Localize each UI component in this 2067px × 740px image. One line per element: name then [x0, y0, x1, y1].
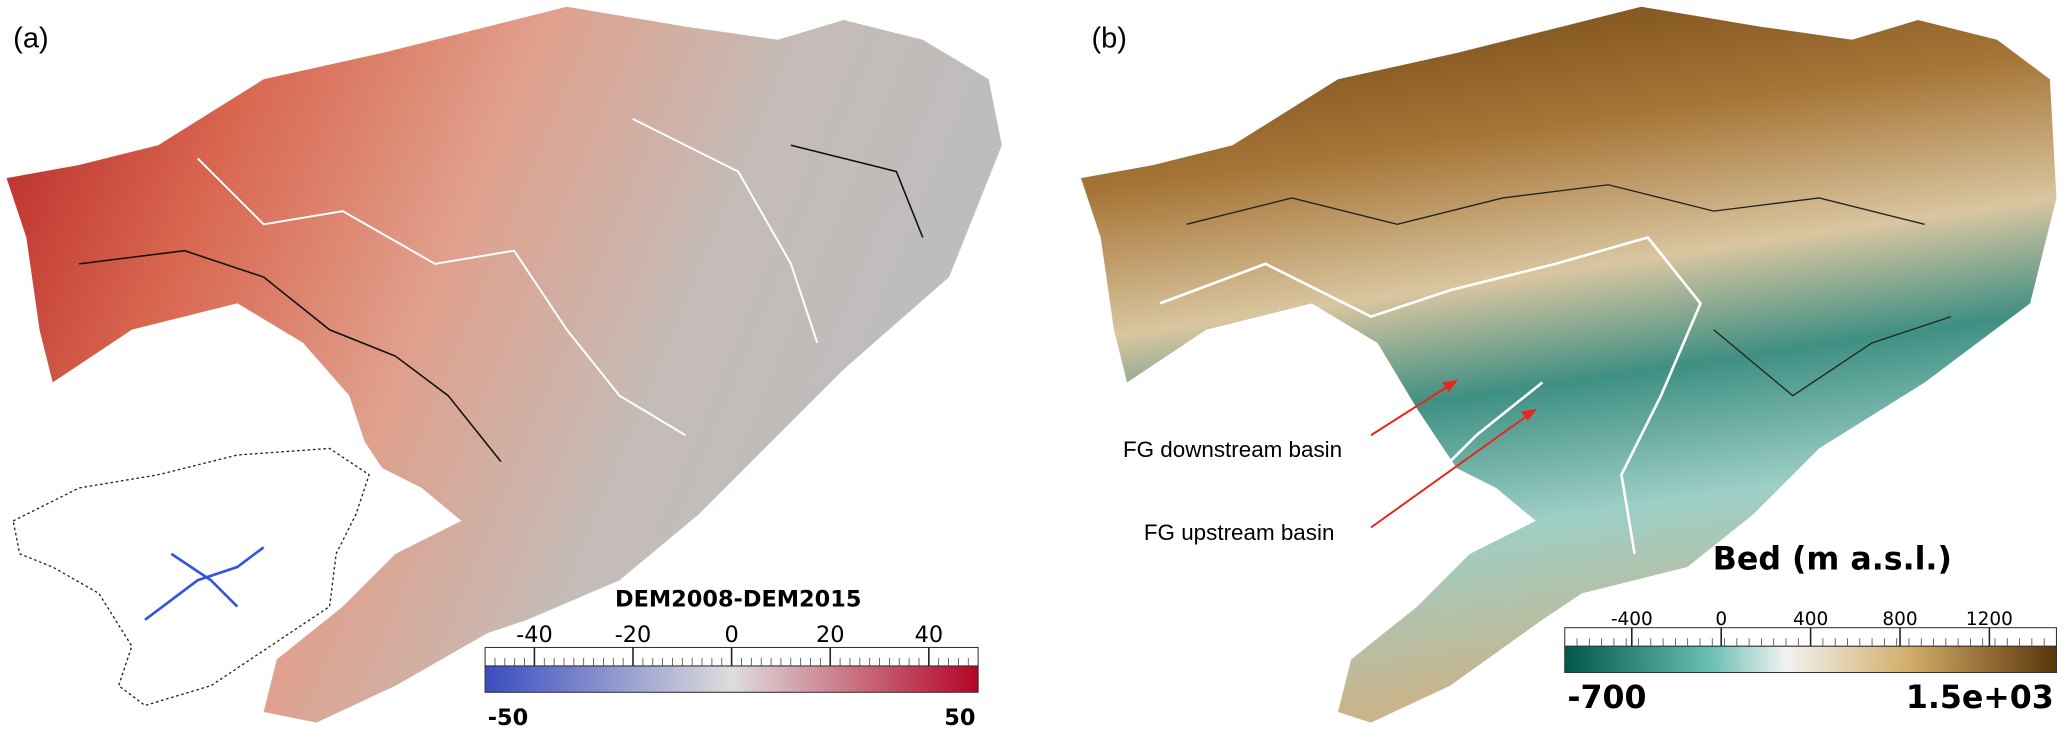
colorbar-title: DEM2008-DEM2015 — [615, 587, 861, 613]
colorbar-tick-label: -20 — [615, 622, 652, 648]
arrowhead — [1521, 408, 1538, 421]
contour — [1159, 235, 1703, 555]
contour — [1713, 315, 1952, 397]
colorbar — [484, 665, 979, 693]
inset-line — [144, 546, 265, 621]
contour — [790, 144, 924, 238]
colorbar-end-label: -50 — [488, 705, 528, 731]
arrowhead — [1442, 379, 1458, 392]
colorbar-end-label: 1.5e+03 — [1906, 680, 2054, 716]
fjord — [26, 303, 396, 686]
annotation: FG upstream basin — [1144, 520, 1335, 545]
colorbar-tick-label: 0 — [1715, 609, 1727, 630]
colorbar-tick-label: -40 — [516, 622, 553, 648]
contour — [1186, 184, 1925, 225]
panel-label: (a) — [13, 22, 48, 54]
arrow — [1370, 410, 1534, 529]
colorbar — [1564, 645, 2057, 674]
inset-outline — [12, 447, 370, 707]
colorbar-tick-label: 40 — [915, 622, 944, 648]
contour — [632, 117, 819, 344]
colorbar-end-label: -700 — [1567, 680, 1646, 716]
contour — [78, 249, 502, 463]
colorbar-tick-label: -400 — [1611, 609, 1653, 630]
annotation: FG downstream basin — [1123, 437, 1342, 462]
contour — [197, 157, 686, 437]
colorbar-title: Bed (m a.s.l.) — [1713, 541, 1952, 577]
map-b — [1080, 6, 2057, 723]
panel-label: (b) — [1092, 22, 1127, 54]
contour — [1396, 381, 1544, 555]
colorbar-end-label: 50 — [944, 705, 975, 731]
colorbar-tick-label: 400 — [1793, 609, 1828, 630]
map-a — [6, 6, 1002, 723]
colorbar-tick-label: 0 — [724, 622, 738, 648]
colorbar-tick-label: 20 — [816, 622, 845, 648]
colorbar-tick-label: 800 — [1882, 609, 1917, 630]
arrow — [1370, 381, 1455, 437]
inset-line — [170, 552, 239, 608]
colorbar-tick-label: 1200 — [1966, 609, 2013, 630]
